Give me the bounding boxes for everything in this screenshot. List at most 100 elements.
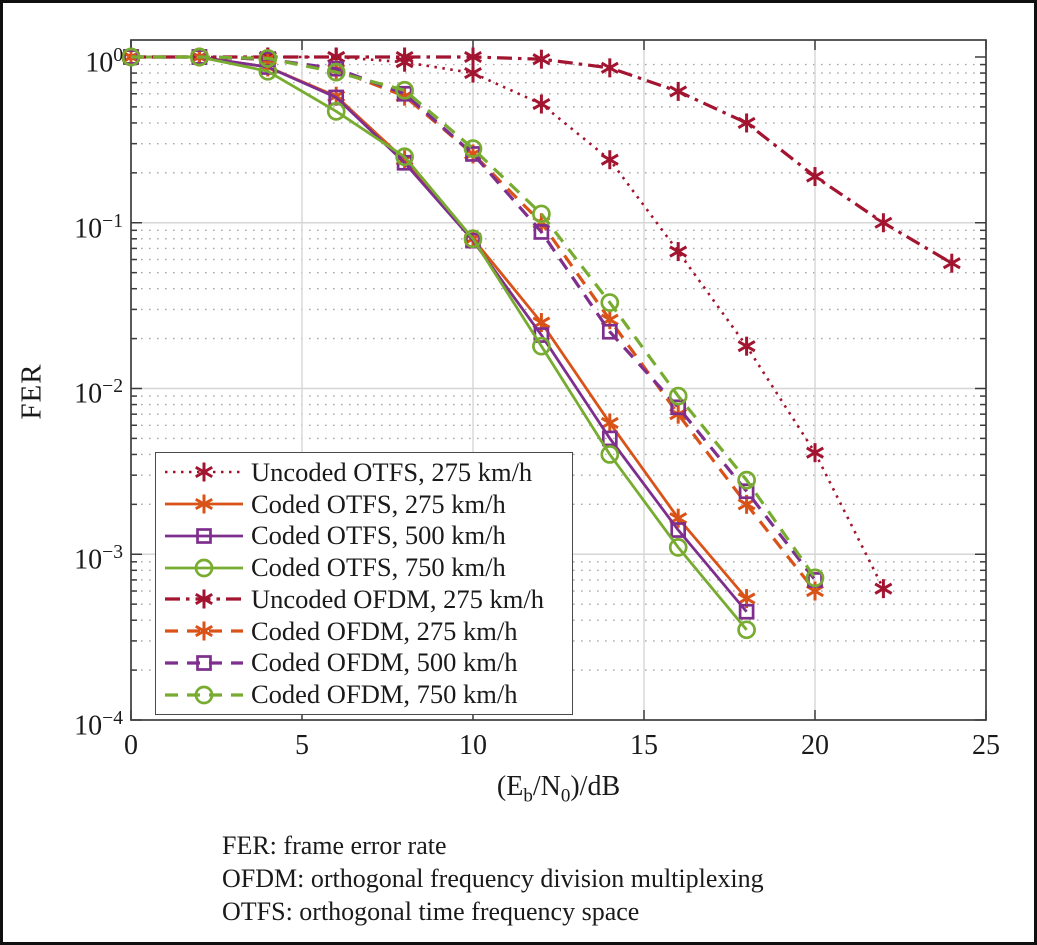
data-point-marker-asterisk [806, 167, 824, 187]
legend-label: Coded OTFS, 500 km/h [251, 520, 506, 551]
legend-line-sample [165, 621, 243, 641]
legend-line-sample [165, 527, 243, 544]
data-point-marker-circle [737, 470, 756, 490]
series-line [131, 55, 748, 631]
x-tick-label-15: 15 [630, 730, 658, 761]
x-tick-label-5: 5 [295, 730, 309, 761]
legend-line-sample [165, 589, 243, 609]
series-coded-ofdm-750-km-h [121, 47, 825, 588]
data-point-marker-circle [805, 568, 825, 588]
data-point-marker-asterisk [600, 58, 619, 78]
data-point-marker-square [738, 483, 755, 500]
data-point-marker-asterisk [874, 213, 893, 233]
data-point-marker-circle [194, 558, 214, 577]
data-point-marker-square [601, 323, 618, 340]
legend-item-coded-ofdm-750-km-h: Coded OFDM, 750 km/h [162, 679, 572, 710]
data-point-marker-square [670, 522, 687, 538]
data-point-marker-asterisk [195, 621, 213, 641]
legend-item-coded-ofdm-500-km-h: Coded OFDM, 500 km/h [162, 647, 572, 678]
data-point-marker-asterisk [806, 443, 824, 463]
data-point-marker-circle [395, 80, 414, 100]
series-line [131, 55, 817, 579]
data-point-marker-asterisk [874, 579, 893, 599]
data-point-marker-circle [121, 47, 141, 67]
x-tick-label-20: 20 [801, 730, 829, 761]
plot-box [130, 39, 987, 721]
data-point-marker-circle [258, 49, 278, 68]
data-point-marker-asterisk [195, 462, 213, 482]
series-line [131, 55, 748, 613]
y-tick-label-1e-2: 10−2 [74, 376, 123, 410]
data-point-marker-asterisk [669, 242, 688, 262]
y-tick-label-1e-3: 10−3 [74, 542, 123, 576]
footnote-line-otfs: OTFS: orthogonal time frequency space [222, 897, 640, 926]
data-point-marker-circle [737, 620, 756, 640]
data-point-marker-square [196, 655, 212, 671]
data-point-marker-circle [600, 293, 620, 312]
legend-label: Coded OFDM, 750 km/h [251, 679, 518, 710]
data-point-marker-asterisk [737, 336, 756, 356]
data-point-marker-circle [532, 336, 551, 356]
x-axis-label-part: (E [496, 771, 524, 802]
data-point-marker-asterisk [532, 94, 551, 114]
data-point-marker-circle [463, 139, 483, 158]
legend-item-uncoded-ofdm-275-km-h: Uncoded OFDM, 275 km/h [162, 584, 572, 615]
footnote-line-ofdm: OFDM: orthogonal frequency division mult… [222, 864, 764, 893]
x-tick-label-25: 25 [972, 730, 1000, 761]
legend-line-sample [165, 558, 243, 577]
data-point-marker-asterisk [669, 81, 688, 101]
y-tick-label-1e-1: 10−1 [74, 210, 123, 245]
legend-label: Coded OTFS, 275 km/h [251, 488, 506, 519]
legend-line-sample [165, 655, 243, 671]
data-point-marker-asterisk [464, 47, 482, 67]
data-point-marker-circle [190, 47, 209, 67]
data-point-marker-circle [326, 62, 346, 82]
legend-line-sample [165, 494, 243, 514]
legend-line-sample [165, 685, 243, 704]
legend-label: Coded OFDM, 500 km/h [251, 647, 518, 678]
data-point-marker-asterisk [532, 49, 551, 69]
y-tick-label-1e0: 100 [85, 44, 123, 79]
data-point-marker-asterisk [737, 113, 756, 133]
data-point-marker-square [196, 527, 212, 544]
data-point-marker-circle [395, 147, 414, 167]
legend-item-uncoded-otfs-275-km-h: Uncoded OTFS, 275 km/h [162, 457, 572, 488]
legend-item-coded-otfs-750-km-h: Coded OTFS, 750 km/h [162, 552, 572, 583]
x-tick-label-10: 10 [459, 730, 487, 761]
data-point-marker-square [670, 399, 687, 416]
data-point-marker-asterisk [195, 589, 213, 609]
data-point-marker-asterisk [600, 413, 619, 433]
legend-label: Coded OFDM, 275 km/h [251, 615, 518, 646]
legend-line-sample [165, 462, 243, 482]
data-point-marker-asterisk [195, 494, 213, 514]
data-point-marker-square [738, 603, 755, 620]
data-point-marker-circle [194, 685, 214, 704]
data-point-marker-circle [600, 445, 620, 464]
legend-label: Uncoded OFDM, 275 km/h [251, 583, 544, 614]
legend: Uncoded OTFS, 275 km/h Coded OTFS, 275 km… [155, 452, 573, 715]
x-axis-label: (Eb/N0)/dB [131, 771, 986, 808]
data-point-marker-circle [668, 538, 688, 557]
legend-item-coded-ofdm-275-km-h: Coded OFDM, 275 km/h [162, 616, 572, 647]
data-point-marker-asterisk [942, 253, 961, 273]
data-point-marker-circle [668, 386, 688, 406]
x-axis-label-part: /N [532, 771, 561, 802]
x-axis-label-sub-b: b [523, 785, 533, 807]
data-point-marker-square [533, 224, 550, 240]
data-point-marker-circle [326, 101, 346, 121]
legend-label: Uncoded OTFS, 275 km/h [251, 456, 533, 487]
data-point-marker-circle [532, 204, 551, 224]
data-point-marker-asterisk [464, 63, 482, 83]
y-tick-label-1e-4: 10−4 [74, 708, 123, 742]
x-axis-label-sub-0: 0 [560, 785, 571, 807]
data-point-marker-asterisk [395, 47, 414, 67]
legend-item-coded-otfs-275-km-h: Coded OTFS, 275 km/h [162, 489, 572, 520]
data-point-marker-square [601, 430, 618, 447]
x-tick-label-0: 0 [124, 730, 138, 761]
data-point-marker-asterisk [600, 150, 619, 170]
footnote-block: FER: frame error rate OFDM: orthogonal f… [222, 829, 764, 928]
footnote-line-fer: FER: frame error rate [222, 831, 447, 860]
data-point-marker-circle [463, 229, 483, 249]
legend-item-coded-otfs-500-km-h: Coded OTFS, 500 km/h [162, 520, 572, 551]
